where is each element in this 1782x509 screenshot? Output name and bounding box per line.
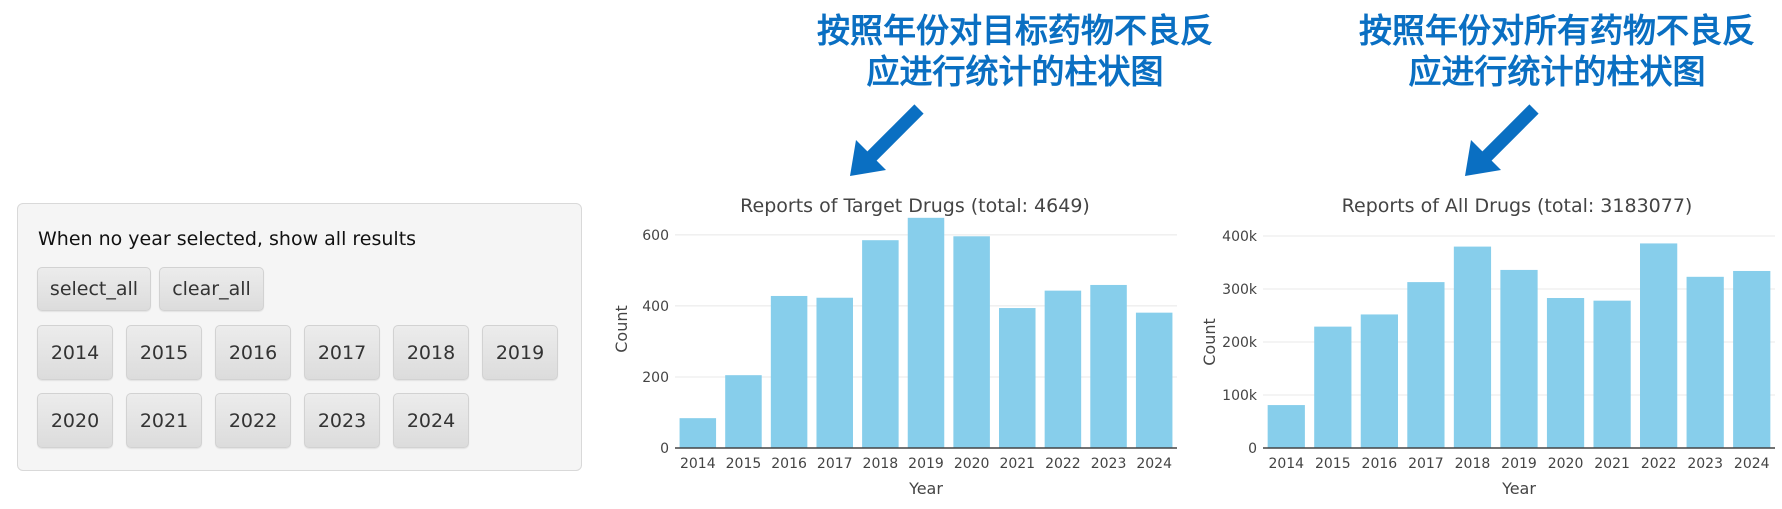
y-tick-label: 400k <box>1222 229 1258 245</box>
bar-2021[interactable] <box>999 308 1036 448</box>
x-tick-label: 2022 <box>1045 456 1081 472</box>
bar-2019[interactable] <box>907 217 945 448</box>
x-tick-label: 2015 <box>1315 456 1351 472</box>
bar-2023[interactable] <box>1686 276 1724 448</box>
x-tick-label: 2019 <box>908 456 944 472</box>
x-tick-label: 2023 <box>1687 456 1723 472</box>
bar-2016[interactable] <box>770 295 808 448</box>
year-button-2016[interactable]: 2016 <box>215 325 291 380</box>
y-tick-label: 600 <box>642 228 669 244</box>
year-button-2021[interactable]: 2021 <box>126 393 202 448</box>
y-tick-label: 0 <box>1248 441 1257 457</box>
x-axis-label: Year <box>908 479 943 498</box>
x-tick-label: 2016 <box>771 456 807 472</box>
x-tick-label: 2014 <box>680 456 716 472</box>
year-button-2022[interactable]: 2022 <box>215 393 291 448</box>
year-button-2023[interactable]: 2023 <box>304 393 380 448</box>
chart-title: Reports of Target Drugs (total: 4649) <box>740 195 1090 217</box>
bar-2024[interactable] <box>1733 270 1771 448</box>
bar-2017[interactable] <box>1407 282 1445 448</box>
x-tick-label: 2021 <box>999 456 1035 472</box>
bar-2024[interactable] <box>1135 312 1173 448</box>
y-tick-label: 300k <box>1222 282 1258 298</box>
bar-2020[interactable] <box>953 236 990 448</box>
annotation-all-line1: 按照年份对所有药物不良反 <box>1359 11 1755 50</box>
bar-2021[interactable] <box>1593 300 1631 448</box>
annotation-all-line2: 应进行统计的柱状图 <box>1408 52 1706 91</box>
bar-chart-target-drugs: Reports of Target Drugs (total: 4649) 0 20… <box>612 195 1177 498</box>
x-tick-label: 2017 <box>817 456 853 472</box>
bar-2015[interactable] <box>1314 326 1352 448</box>
x-tick-label: 2014 <box>1268 456 1304 472</box>
x-tick-label: 2019 <box>1501 456 1537 472</box>
x-tick-label: 2017 <box>1408 456 1444 472</box>
y-tick-label: 200 <box>642 370 669 386</box>
annotation-target-line1: 按照年份对目标药物不良反 <box>817 11 1213 50</box>
x-tick-label: 2016 <box>1362 456 1398 472</box>
year-filter-panel: When no year selected, show all results … <box>17 203 582 471</box>
x-tick-label: 2023 <box>1091 456 1127 472</box>
arrow-icon <box>1465 104 1539 176</box>
bar-chart-all-drugs: Reports of All Drugs (total: 3183077) 0 10… <box>1200 195 1775 498</box>
annotation-target-drugs: 按照年份对目标药物不良反 应进行统计的柱状图 <box>790 10 1240 92</box>
bar-2022[interactable] <box>1044 290 1082 448</box>
chart-target-drugs: Reports of Target Drugs (total: 4649) 0 20… <box>605 190 1185 505</box>
bar-2014[interactable] <box>1267 405 1305 448</box>
x-axis-label: Year <box>1501 479 1536 498</box>
bar-2015[interactable] <box>725 375 762 448</box>
chart-title: Reports of All Drugs (total: 3183077) <box>1342 195 1693 217</box>
year-button-2014[interactable]: 2014 <box>37 325 113 380</box>
year-button-2019[interactable]: 2019 <box>482 325 558 380</box>
y-tick-label: 0 <box>660 441 669 457</box>
x-tick-label: 2021 <box>1594 456 1630 472</box>
x-tick-label: 2018 <box>863 456 899 472</box>
x-tick-label: 2020 <box>954 456 990 472</box>
y-tick-label: 400 <box>642 299 669 315</box>
bar-2022[interactable] <box>1640 243 1678 448</box>
arrow-icon <box>850 104 924 176</box>
year-button-2024[interactable]: 2024 <box>393 393 469 448</box>
x-tick-label: 2024 <box>1734 456 1770 472</box>
bar-2014[interactable] <box>679 418 717 448</box>
x-tick-label: 2018 <box>1455 456 1491 472</box>
year-button-2018[interactable]: 2018 <box>393 325 469 380</box>
x-tick-label: 2020 <box>1548 456 1584 472</box>
year-button-2015[interactable]: 2015 <box>126 325 202 380</box>
annotation-target-line2: 应进行统计的柱状图 <box>866 52 1164 91</box>
select-all-button[interactable]: select_all <box>37 267 151 311</box>
bar-2018[interactable] <box>1453 246 1492 448</box>
bar-2019[interactable] <box>1500 269 1538 448</box>
year-button-2020[interactable]: 2020 <box>37 393 113 448</box>
bar-2017[interactable] <box>816 297 853 448</box>
x-tick-label: 2024 <box>1136 456 1172 472</box>
bar-2023[interactable] <box>1090 284 1127 448</box>
bar-2020[interactable] <box>1546 298 1585 448</box>
bar-2016[interactable] <box>1360 314 1398 448</box>
chart-all-drugs: Reports of All Drugs (total: 3183077) 0 10… <box>1195 190 1782 505</box>
filter-hint: When no year selected, show all results <box>38 228 417 250</box>
y-axis-label: Count <box>1200 318 1219 366</box>
x-tick-label: 2015 <box>726 456 762 472</box>
x-tick-label: 2022 <box>1641 456 1677 472</box>
y-tick-label: 100k <box>1222 388 1258 404</box>
bar-2018[interactable] <box>862 240 899 448</box>
year-button-2017[interactable]: 2017 <box>304 325 380 380</box>
y-tick-label: 200k <box>1222 335 1258 351</box>
annotation-all-drugs: 按照年份对所有药物不良反 应进行统计的柱状图 <box>1332 10 1782 92</box>
clear-all-button[interactable]: clear_all <box>159 267 264 311</box>
y-axis-label: Count <box>612 305 631 353</box>
